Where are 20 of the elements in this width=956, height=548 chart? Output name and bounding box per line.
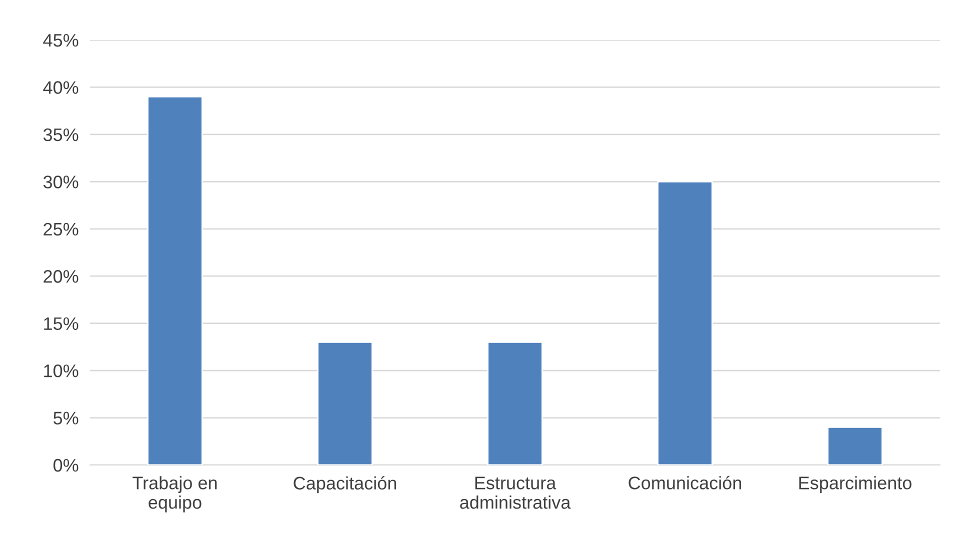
bar <box>657 180 713 465</box>
y-tick-label: 5% <box>54 412 78 424</box>
bar <box>827 426 883 465</box>
y-tick-label: 40% <box>43 81 78 94</box>
bar <box>147 96 203 465</box>
y-tick-label: 20% <box>44 270 78 283</box>
y-tick-label: 35% <box>43 128 78 142</box>
bar <box>487 342 543 465</box>
y-tick-label: 10% <box>44 364 78 378</box>
y-tick-label: 25% <box>44 222 78 236</box>
y-tick-label: 0% <box>54 458 78 472</box>
y-tick-label: 15% <box>44 317 78 330</box>
y-tick-label: 45% <box>43 34 78 47</box>
x-tick-label: Trabajo en equipo <box>132 476 217 512</box>
bar <box>317 342 373 465</box>
y-tick-label: 30% <box>43 176 78 188</box>
x-tick-label: Esparcimiento <box>799 476 912 493</box>
x-tick-label: Estructura administrativa <box>460 476 571 509</box>
x-tick-label: Comunicación <box>628 476 742 490</box>
x-tick-label: Capacitación <box>294 476 396 494</box>
